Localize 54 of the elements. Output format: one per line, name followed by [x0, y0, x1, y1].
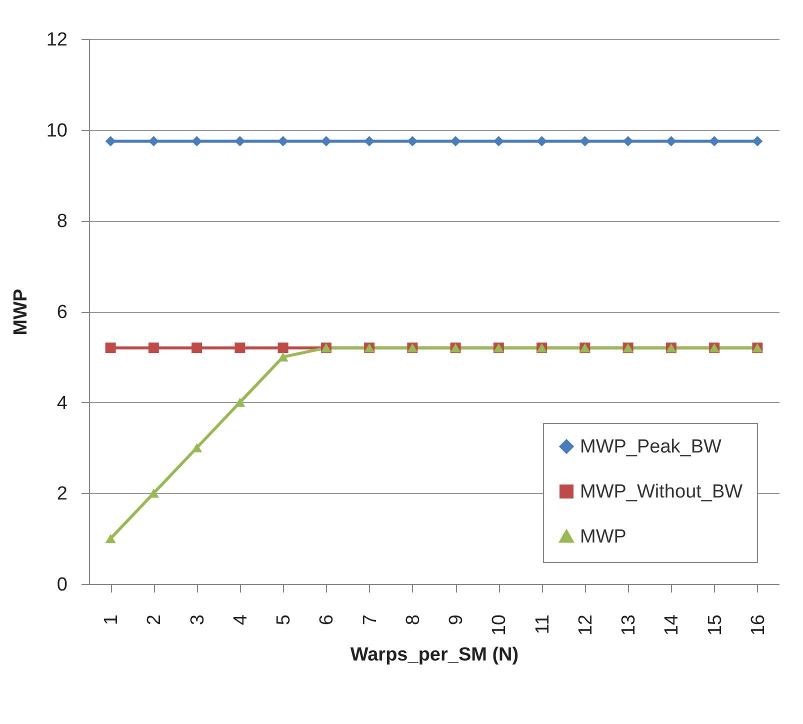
y-tick-label: 8	[56, 211, 68, 232]
point	[234, 398, 246, 407]
x-tick-label: 9	[446, 614, 468, 626]
x-tick-label: 14	[662, 614, 683, 636]
point	[192, 342, 202, 354]
x-tick-label: 6	[316, 614, 338, 626]
y-tick-label: 0	[56, 574, 68, 596]
x-tick-label: 10	[489, 614, 510, 636]
point	[148, 136, 159, 146]
point	[666, 136, 676, 146]
point	[105, 342, 116, 354]
point	[450, 136, 461, 146]
point	[105, 136, 116, 146]
x-tick-label: 2	[144, 614, 166, 626]
y-tick-label: 4	[56, 392, 68, 414]
point	[192, 136, 202, 146]
x-tick-label: 4	[230, 614, 252, 626]
y-tick-label: 2	[56, 484, 68, 505]
point	[752, 136, 763, 146]
point	[493, 136, 504, 146]
point	[709, 136, 720, 146]
y-tick-label: 10	[46, 120, 68, 142]
y-axis-title: MWP	[10, 288, 32, 336]
x-tick-label: 11	[532, 614, 554, 634]
point	[622, 136, 634, 146]
x-tick-label: 7	[360, 614, 381, 626]
point	[364, 136, 375, 146]
point	[407, 136, 418, 146]
x-tick-label: 8	[402, 614, 424, 626]
point	[105, 534, 116, 544]
x-tick-label: 3	[187, 614, 208, 626]
point	[278, 352, 288, 362]
x-tick-label: 16	[748, 614, 769, 636]
y-tick-label: 12	[46, 30, 68, 50]
legend-label: MWP	[580, 526, 626, 548]
point	[234, 342, 246, 354]
legend-label: MWP_Peak_BW	[580, 436, 722, 458]
point	[148, 342, 159, 354]
x-tick-label: 13	[618, 614, 640, 636]
y-tick-label: 6	[56, 302, 68, 323]
x-tick-label: 1	[101, 614, 122, 626]
x-axis-title: Warps_per_SM (N)	[350, 644, 519, 666]
point	[278, 136, 288, 146]
point	[580, 136, 590, 146]
x-tick-label: 12	[575, 614, 596, 636]
legend-label: MWP_Without_BW	[580, 482, 743, 502]
point	[320, 136, 332, 146]
x-tick-label: 15	[704, 614, 726, 636]
point	[536, 136, 548, 146]
point	[278, 342, 288, 354]
x-tick-label: 5	[274, 614, 295, 626]
point	[148, 488, 159, 498]
point	[192, 443, 202, 452]
point	[234, 136, 246, 146]
